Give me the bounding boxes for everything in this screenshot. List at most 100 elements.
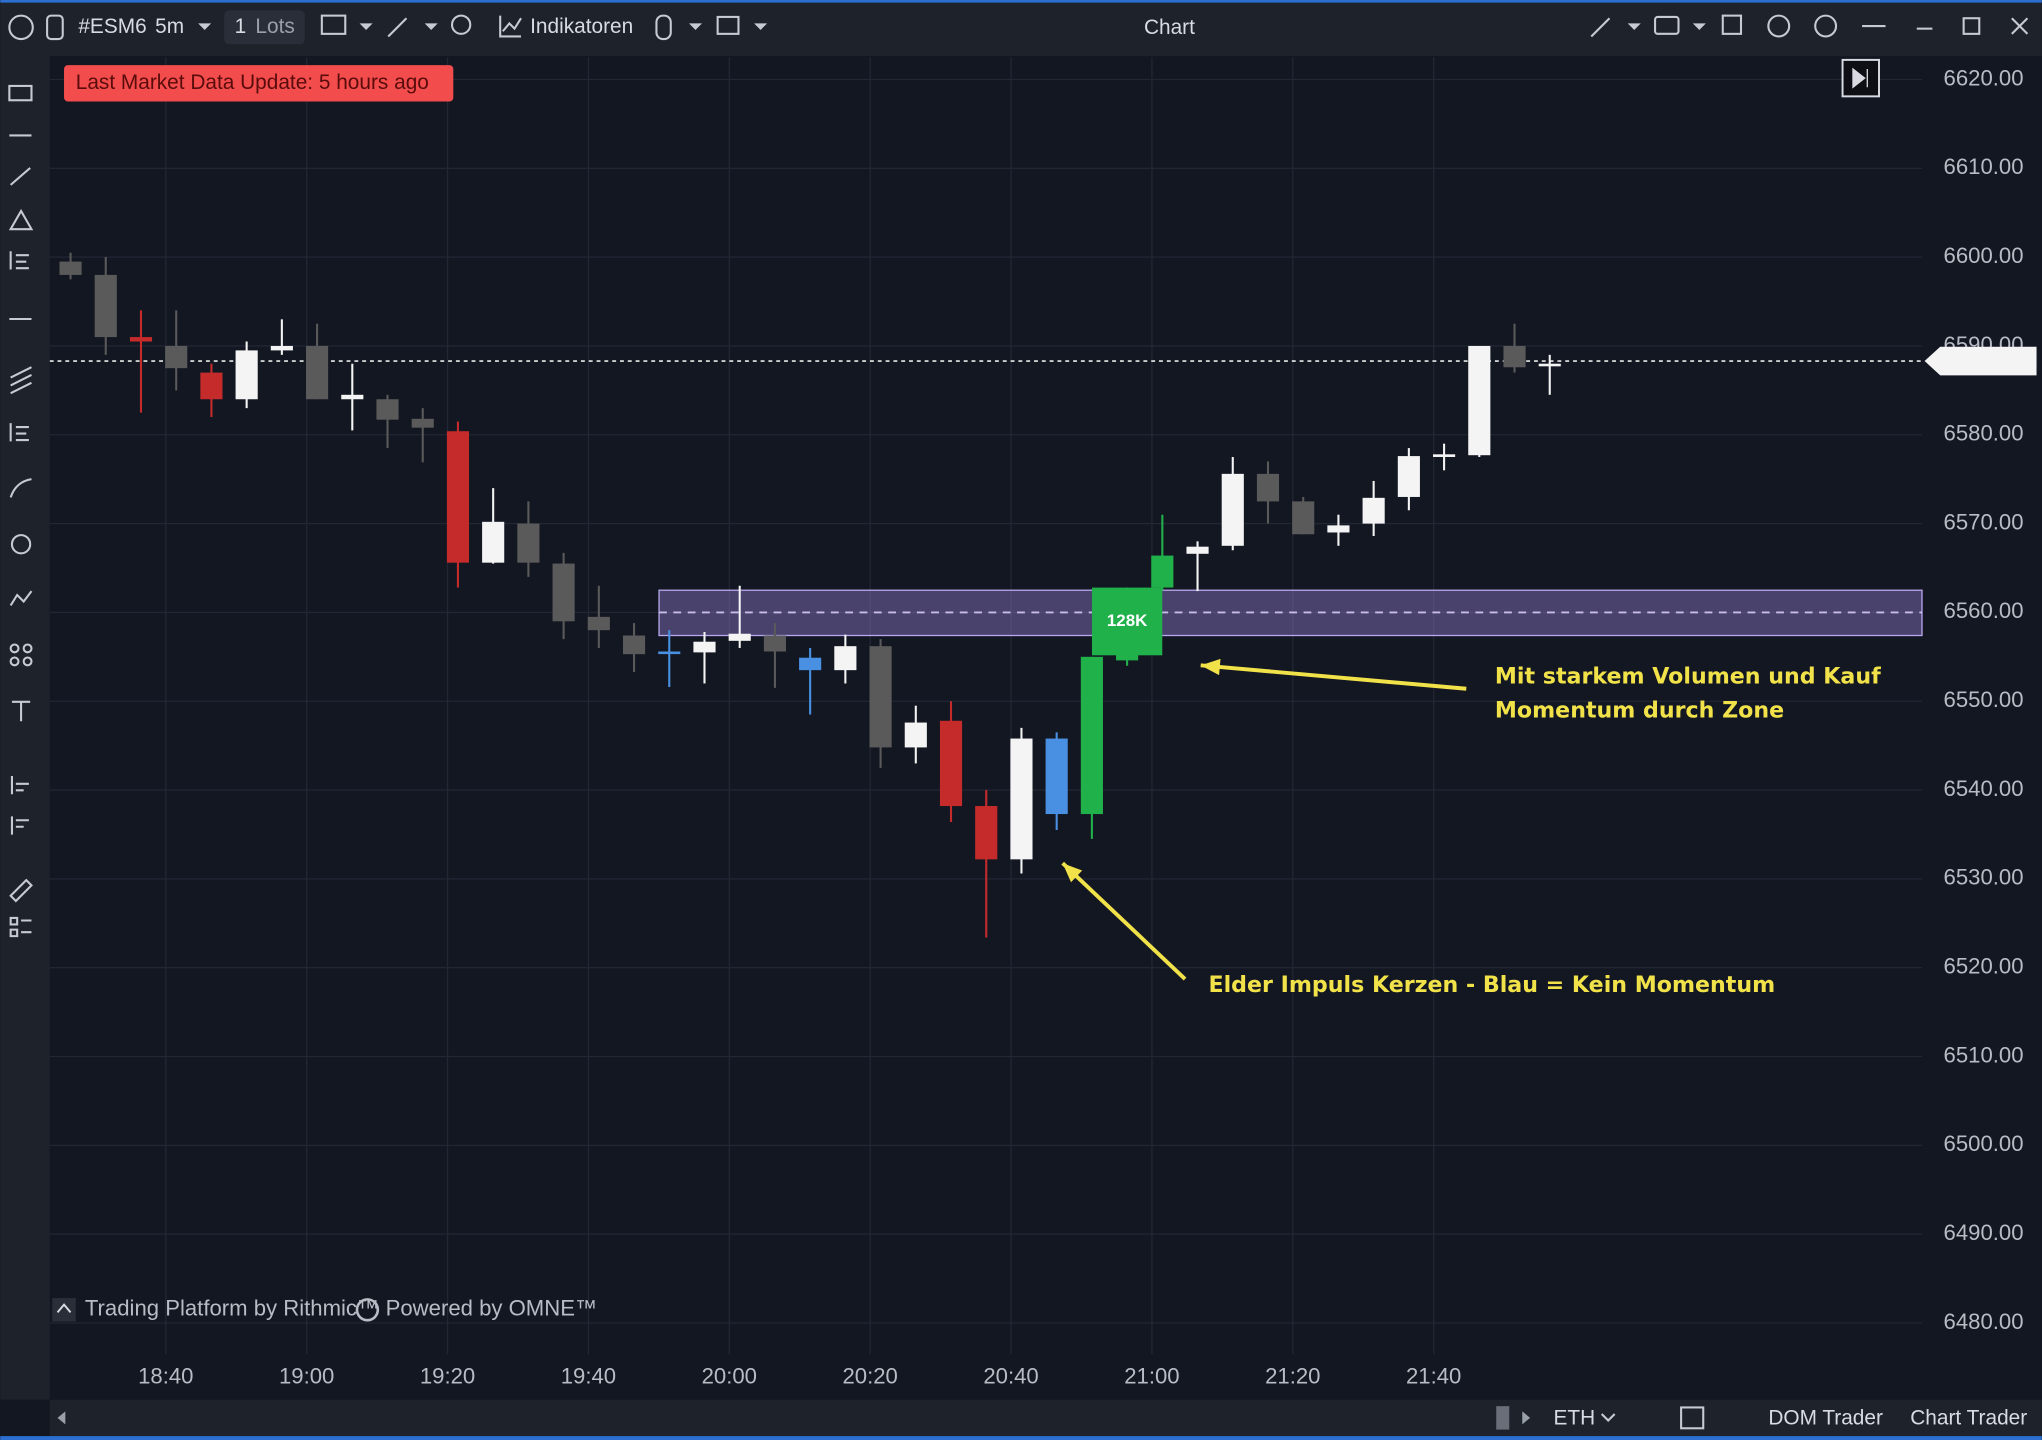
annotation: Mit starkem Volumen und Kauf [1495, 664, 1881, 690]
platform: Trading Platform by Rithmic™ [85, 1296, 379, 1321]
window-controls [1590, 14, 2029, 38]
y-tick-label: 6480.00 [1944, 1309, 2024, 1334]
tool[interactable] [9, 878, 33, 903]
dropdown[interactable] [688, 23, 703, 30]
x-tick-label: 21:00 [1124, 1363, 1179, 1388]
lots-box[interactable] [224, 10, 305, 45]
fullscreen[interactable] [1721, 14, 1743, 35]
candle-body [341, 394, 364, 400]
bottom-bar [49, 1399, 2042, 1440]
tool[interactable] [9, 423, 29, 442]
dropdown[interactable] [424, 23, 438, 30]
tool[interactable] [9, 916, 32, 938]
draw-icon[interactable] [387, 17, 408, 38]
y-tick-label: 6560.00 [1944, 598, 2024, 623]
arrow-head [1200, 658, 1221, 676]
dropdown[interactable] [1627, 23, 1706, 30]
candle-body [129, 337, 153, 342]
session[interactable]: ETH [1554, 1407, 1596, 1430]
tool[interactable] [22, 643, 33, 654]
y-tick-label: 6600.00 [1944, 243, 2024, 268]
footer-arrow [56, 1303, 72, 1314]
lots-unit[interactable]: Lots [255, 15, 294, 38]
footer-toggle[interactable] [52, 1298, 76, 1322]
tool[interactable] [9, 167, 31, 186]
tool[interactable] [10, 366, 32, 395]
y-tick-label: 6490.00 [1944, 1220, 2024, 1245]
candle-body [411, 418, 434, 428]
tool[interactable] [9, 643, 20, 654]
arrow [1200, 663, 1467, 691]
settings[interactable] [1814, 14, 1838, 38]
scroll-right[interactable] [1522, 1411, 1531, 1425]
x-tick-label: 19:40 [561, 1363, 616, 1388]
interval[interactable]: 5m [155, 15, 184, 38]
collapse[interactable] [1590, 17, 1611, 38]
maximize[interactable] [1962, 17, 1981, 35]
x-tick-label: 19:20 [420, 1363, 475, 1388]
help[interactable] [1767, 14, 1791, 38]
dropdown[interactable] [359, 23, 373, 30]
candle-body [1010, 738, 1033, 860]
y-tick-label: 6530.00 [1944, 865, 2024, 890]
candle-body [552, 563, 575, 622]
window-border [0, 0, 2042, 3]
tool[interactable] [10, 816, 29, 835]
candle-body [834, 646, 857, 671]
candle-body [1221, 473, 1244, 546]
zoom-icon[interactable] [450, 14, 472, 35]
candle-body [165, 345, 188, 369]
dropdown[interactable] [754, 23, 768, 30]
symbol[interactable]: #ESM6 [78, 15, 146, 38]
tool[interactable] [9, 590, 33, 606]
mouse-icon[interactable] [655, 14, 672, 41]
y-tick-label: 6580.00 [1944, 421, 2024, 446]
candle-body [446, 431, 470, 563]
candle-body [200, 372, 223, 400]
candle-body [270, 345, 293, 351]
scroll-left[interactable] [57, 1411, 66, 1425]
tool[interactable] [8, 208, 34, 231]
tool[interactable] [10, 775, 29, 795]
candle-body [1151, 555, 1174, 588]
camera[interactable] [1654, 15, 1680, 35]
scroll-thumb[interactable] [1496, 1406, 1510, 1430]
chart-trader[interactable]: Chart Trader [1910, 1407, 2027, 1430]
tool[interactable] [22, 656, 33, 667]
powered-by: Powered by OMNE™ [386, 1296, 597, 1321]
dropdown[interactable] [198, 23, 212, 30]
panel-toggle[interactable] [46, 14, 64, 41]
dropdown[interactable] [1600, 1413, 1616, 1422]
close[interactable] [2011, 17, 2029, 35]
candle-body [517, 523, 540, 563]
volume-label: 128K [1107, 611, 1148, 630]
candle-body [1468, 345, 1491, 456]
tool[interactable] [8, 84, 33, 102]
lots[interactable]: 1 [235, 15, 247, 38]
indicators[interactable]: Indikatoren [530, 15, 633, 38]
logo [8, 14, 34, 41]
y-tick-label: 6540.00 [1944, 776, 2024, 801]
order-icon[interactable] [320, 14, 347, 35]
layout-icon[interactable] [716, 15, 740, 35]
indicator-icon[interactable] [499, 15, 522, 38]
candle-body [799, 657, 822, 671]
tool[interactable] [9, 478, 32, 498]
y-tick-label: 6550.00 [1944, 687, 2024, 712]
dom-trader[interactable]: DOM Trader [1768, 1407, 1883, 1430]
status-message: Last Market Data Update: 5 hours ago [76, 71, 429, 94]
x-tick-label: 20:20 [842, 1363, 897, 1388]
tool[interactable] [11, 700, 31, 722]
candle-body [1292, 501, 1315, 535]
tool[interactable] [9, 656, 20, 667]
x-tick-label: 20:40 [983, 1363, 1038, 1388]
calendar[interactable] [1680, 1406, 1705, 1430]
tool[interactable] [10, 534, 32, 555]
tool[interactable] [9, 251, 29, 270]
y-tick-label: 6610.00 [1944, 154, 2024, 179]
candle-body [869, 646, 892, 748]
x-tick-label: 20:00 [702, 1363, 757, 1388]
candle-body [376, 399, 399, 420]
omne-logo [355, 1298, 380, 1322]
candle-body [482, 521, 505, 563]
